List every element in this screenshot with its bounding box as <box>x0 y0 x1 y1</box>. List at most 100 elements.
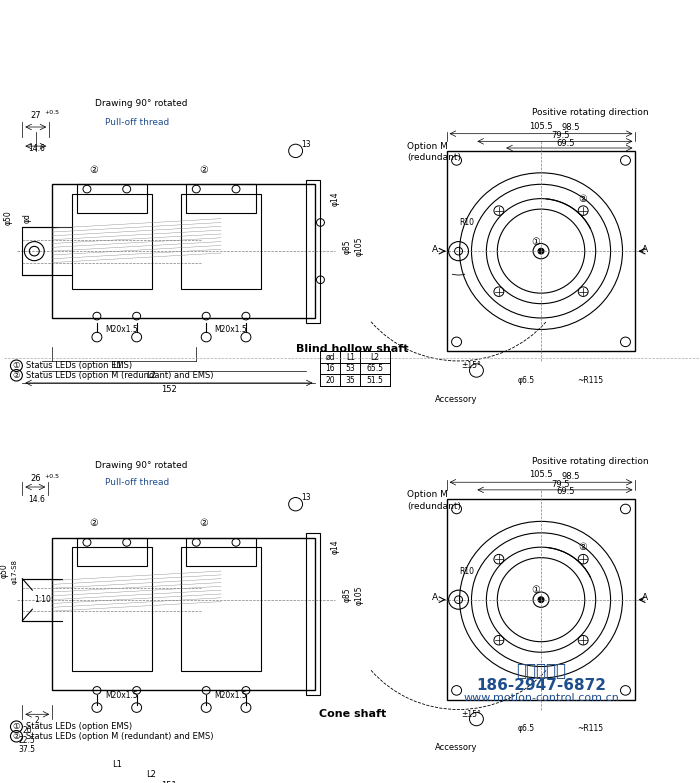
Text: 105.5: 105.5 <box>529 470 553 479</box>
Text: Pull-off thread: Pull-off thread <box>104 117 169 127</box>
Text: 69.5: 69.5 <box>556 139 575 148</box>
Text: L1: L1 <box>346 352 355 362</box>
Text: ②: ② <box>578 193 587 204</box>
Text: 53: 53 <box>345 364 355 373</box>
Text: 79.5: 79.5 <box>552 480 570 489</box>
Text: Blind hollow shaft: Blind hollow shaft <box>296 344 409 354</box>
Text: φ50: φ50 <box>0 564 9 579</box>
Text: ②: ② <box>578 542 587 552</box>
Text: φ85: φ85 <box>343 239 352 254</box>
Text: 1:10: 1:10 <box>34 595 50 604</box>
Text: Positive rotating direction: Positive rotating direction <box>533 456 649 466</box>
Bar <box>22 579 52 621</box>
Text: ②: ② <box>13 371 20 380</box>
Text: 22.5: 22.5 <box>19 735 36 745</box>
Circle shape <box>538 248 544 254</box>
Bar <box>447 500 636 700</box>
Bar <box>52 184 316 318</box>
Text: A: A <box>643 245 648 254</box>
Text: φ85: φ85 <box>343 587 352 602</box>
Bar <box>306 179 321 323</box>
Text: 26: 26 <box>30 474 41 483</box>
Text: ①: ① <box>532 585 540 595</box>
Text: Drawing 90° rotated: Drawing 90° rotated <box>95 99 188 107</box>
Text: (redundant): (redundant) <box>407 502 461 511</box>
Text: φ14: φ14 <box>331 191 340 206</box>
Text: A: A <box>643 594 648 602</box>
Bar <box>22 227 52 275</box>
Text: 37.5: 37.5 <box>19 745 36 754</box>
Text: 105.5: 105.5 <box>529 121 553 131</box>
Text: φ6.5: φ6.5 <box>517 376 535 384</box>
Text: Status LEDs (option EMS): Status LEDs (option EMS) <box>27 361 132 370</box>
Text: L1: L1 <box>112 361 122 370</box>
Text: ①: ① <box>13 722 20 731</box>
Text: M20x1.5: M20x1.5 <box>215 691 247 700</box>
Bar <box>181 547 261 671</box>
Text: 151: 151 <box>161 781 177 783</box>
Text: Drawing 90° rotated: Drawing 90° rotated <box>95 461 188 471</box>
Text: 79.5: 79.5 <box>552 131 570 140</box>
Text: Accessory: Accessory <box>435 395 478 404</box>
Bar <box>186 538 256 566</box>
Text: L1: L1 <box>112 760 122 770</box>
Bar <box>186 184 256 213</box>
Circle shape <box>538 597 544 603</box>
Text: Accessory: Accessory <box>435 743 478 752</box>
Text: ±15°: ±15° <box>461 709 482 719</box>
Text: Status LEDs (option M (redundant) and EMS): Status LEDs (option M (redundant) and EM… <box>27 732 214 741</box>
Text: φ105: φ105 <box>355 585 364 604</box>
Text: 186-2947-6872: 186-2947-6872 <box>476 678 606 693</box>
Text: φ14: φ14 <box>331 539 340 554</box>
Text: ②: ② <box>199 518 208 529</box>
Text: ②: ② <box>13 732 20 741</box>
Text: Option M: Option M <box>407 142 448 150</box>
Text: φd: φd <box>23 213 32 222</box>
Text: Pull-off thread: Pull-off thread <box>104 478 169 487</box>
Text: ②: ② <box>199 165 208 175</box>
Text: 152: 152 <box>161 385 177 394</box>
Text: 14.6: 14.6 <box>28 145 45 153</box>
Text: ~R115: ~R115 <box>578 376 604 384</box>
Text: 20: 20 <box>22 726 32 735</box>
Text: 14.6: 14.6 <box>28 495 45 504</box>
Bar <box>306 533 321 695</box>
Text: 西安德伍拓: 西安德伍拓 <box>516 662 566 680</box>
Text: ①: ① <box>13 361 20 370</box>
Text: A: A <box>432 245 438 254</box>
Text: 98.5: 98.5 <box>561 472 580 481</box>
Text: 13: 13 <box>301 493 310 502</box>
Bar <box>72 194 151 290</box>
Text: M20x1.5: M20x1.5 <box>215 325 247 334</box>
Text: A: A <box>432 594 438 602</box>
Text: R10: R10 <box>459 218 474 227</box>
Bar <box>72 547 151 671</box>
Text: R10: R10 <box>459 567 474 576</box>
Text: Option M: Option M <box>407 490 448 499</box>
Bar <box>52 538 316 691</box>
Text: L2: L2 <box>370 352 379 362</box>
Text: ①: ① <box>532 236 540 247</box>
Text: 27: 27 <box>30 111 41 120</box>
Text: L2: L2 <box>146 770 157 779</box>
Text: 69.5: 69.5 <box>556 487 575 496</box>
Text: 20: 20 <box>326 376 335 384</box>
Text: Positive rotating direction: Positive rotating direction <box>533 108 649 117</box>
Text: 51.5: 51.5 <box>367 376 384 384</box>
Text: L2: L2 <box>146 371 157 380</box>
Text: www.motion-control.com.cn: www.motion-control.com.cn <box>463 693 619 703</box>
Text: +0.5: +0.5 <box>45 110 60 115</box>
Text: 16: 16 <box>326 364 335 373</box>
Text: ød: ød <box>326 352 335 362</box>
Text: +0.5: +0.5 <box>45 474 60 479</box>
Bar <box>77 184 146 213</box>
Text: (redundant): (redundant) <box>407 153 461 162</box>
Text: M20x1.5: M20x1.5 <box>106 691 138 700</box>
Text: ②: ② <box>90 518 98 529</box>
Text: Status LEDs (option M (redundant) and EMS): Status LEDs (option M (redundant) and EM… <box>27 371 214 380</box>
Text: 13: 13 <box>301 139 310 149</box>
Bar <box>447 151 636 352</box>
Text: φ17-S8: φ17-S8 <box>11 558 18 583</box>
Text: 65.5: 65.5 <box>367 364 384 373</box>
Bar <box>181 194 261 290</box>
